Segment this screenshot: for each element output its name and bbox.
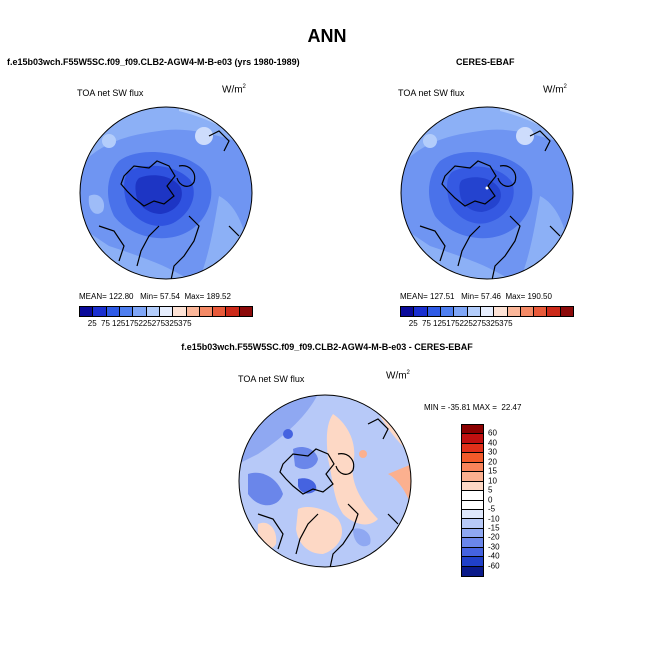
colorbar-swatch xyxy=(480,307,495,316)
colorbar-swatch xyxy=(547,307,561,316)
diff-colorbar-tick-label: 60 xyxy=(488,428,497,438)
colorbar-swatch xyxy=(106,307,120,316)
diff-colorbar-swatch xyxy=(462,500,483,510)
diff-colorbar-swatch xyxy=(462,462,483,473)
panel1-stats: MEAN= 122.80 Min= 57.54 Max= 189.52 xyxy=(79,292,231,301)
colorbar-swatch xyxy=(146,307,160,316)
colorbar-swatch xyxy=(239,307,253,316)
colorbar-tick-label: 275 xyxy=(151,319,166,328)
colorbar-swatch xyxy=(467,307,481,316)
colorbar-swatch xyxy=(80,307,94,316)
panel1-colorbar-labels: 25 75 125 175 225 275 325 375 xyxy=(79,319,251,329)
diff-colorbar-swatch xyxy=(462,491,483,501)
diff-colorbar-swatch xyxy=(462,547,483,558)
diff-colorbar-tick-label: -15 xyxy=(488,523,500,533)
diff-colorbar-swatch xyxy=(462,528,483,539)
panel1-units: W/m2 xyxy=(222,84,246,96)
colorbar-tick-label: 325 xyxy=(164,319,179,328)
colorbar-swatch xyxy=(454,307,468,316)
diff-colorbar-tick-label: -30 xyxy=(488,542,500,552)
diff-colorbar-tick-label: 5 xyxy=(488,485,493,495)
diff-colorbar-swatch xyxy=(462,472,483,482)
diff-colorbar-swatch xyxy=(462,481,483,492)
diff-colorbar-swatch xyxy=(462,538,483,548)
diff-colorbar-tick-label: 20 xyxy=(488,457,497,467)
colorbar-tick-label: 75 xyxy=(101,319,110,328)
panel2-polar-map xyxy=(400,106,574,280)
colorbar-tick-label: 325 xyxy=(485,319,500,328)
diff-colorbar-swatch xyxy=(462,425,483,435)
colorbar-swatch xyxy=(494,307,508,316)
colorbar-tick-label: 125 xyxy=(433,319,447,328)
panel1-variable-label: TOA net SW flux xyxy=(77,88,144,98)
diff-colorbar-tick-label: 10 xyxy=(488,476,497,486)
diff-colorbar xyxy=(461,424,484,577)
diff-colorbar-tick-label: -10 xyxy=(488,514,500,523)
colorbar-tick-label: 225 xyxy=(459,319,473,328)
colorbar-swatch xyxy=(534,307,548,316)
colorbar-swatch xyxy=(507,307,521,316)
colorbar-tick-label: 375 xyxy=(499,319,513,328)
colorbar-swatch xyxy=(93,307,107,316)
diff-colorbar-swatch xyxy=(462,519,483,529)
diff-stats: MIN = -35.81 MAX = 22.47 xyxy=(424,403,522,412)
colorbar-tick-label: 175 xyxy=(446,319,460,328)
diff-colorbar-swatch xyxy=(462,434,483,444)
colorbar-tick-label: 25 xyxy=(408,319,418,328)
diff-colorbar-swatch xyxy=(462,566,483,576)
colorbar-tick-label: 75 xyxy=(422,319,431,328)
diff-colorbar-tick-label: 40 xyxy=(488,438,497,448)
diff-colorbar-tick-label: -40 xyxy=(488,551,500,561)
colorbar-tick-label: 125 xyxy=(112,319,126,328)
diff-colorbar-tick-label: -60 xyxy=(488,561,500,571)
colorbar-swatch xyxy=(226,307,240,316)
colorbar-swatch xyxy=(213,307,227,316)
panel2-colorbar xyxy=(400,306,574,317)
diff-colorbar-tick-label: 30 xyxy=(488,447,497,457)
colorbar-swatch xyxy=(199,307,214,316)
diff-colorbar-swatch xyxy=(462,509,483,520)
diff-colorbar-swatch xyxy=(462,443,483,454)
panel2-stats: MEAN= 127.51 Min= 57.46 Max= 190.50 xyxy=(400,292,552,301)
diff-polar-map xyxy=(238,394,412,568)
diff-colorbar-tick-label: -20 xyxy=(488,532,500,542)
colorbar-swatch xyxy=(173,307,187,316)
colorbar-swatch xyxy=(186,307,200,316)
panel2-case-title: CERES-EBAF xyxy=(456,57,515,67)
diff-colorbar-swatch xyxy=(462,453,483,463)
panel2-units: W/m2 xyxy=(543,84,567,96)
panel2-variable-label: TOA net SW flux xyxy=(398,88,465,98)
panel1-case-title: f.e15b03wch.F55W5SC.f09_f09.CLB2-AGW4-M-… xyxy=(7,57,300,67)
colorbar-swatch xyxy=(119,307,134,316)
diff-colorbar-tick-label: 15 xyxy=(488,466,497,476)
diff-colorbar-tick-label: 0 xyxy=(488,495,493,505)
colorbar-swatch xyxy=(414,307,428,316)
colorbar-tick-label: 375 xyxy=(178,319,192,328)
diff-case-title: f.e15b03wch.F55W5SC.f09_f09.CLB2-AGW4-M-… xyxy=(181,342,473,352)
panel1-polar-map xyxy=(79,106,253,280)
panel1-colorbar xyxy=(79,306,253,317)
colorbar-tick-label: 275 xyxy=(472,319,487,328)
colorbar-swatch xyxy=(133,307,147,316)
panel2-colorbar-labels: 25 75 125 175 225 275 325 375 xyxy=(400,319,572,329)
diff-colorbar-swatch xyxy=(462,557,483,567)
colorbar-swatch xyxy=(520,307,535,316)
colorbar-tick-label: 175 xyxy=(125,319,139,328)
colorbar-swatch xyxy=(401,307,415,316)
diff-variable-label: TOA net SW flux xyxy=(238,374,305,384)
page-title: ANN xyxy=(307,26,347,46)
colorbar-swatch xyxy=(427,307,441,316)
diff-colorbar-tick-label: -5 xyxy=(488,504,496,514)
colorbar-swatch xyxy=(560,307,574,316)
colorbar-tick-label: 25 xyxy=(87,319,97,328)
colorbar-swatch xyxy=(440,307,455,316)
diff-units: W/m2 xyxy=(386,370,410,382)
colorbar-tick-label: 225 xyxy=(138,319,152,328)
colorbar-swatch xyxy=(159,307,174,316)
diff-colorbar-labels: 60 40 30 20 15 10 5 0 -5 -10 -15 -20 -30 -40 -60 xyxy=(488,424,528,570)
